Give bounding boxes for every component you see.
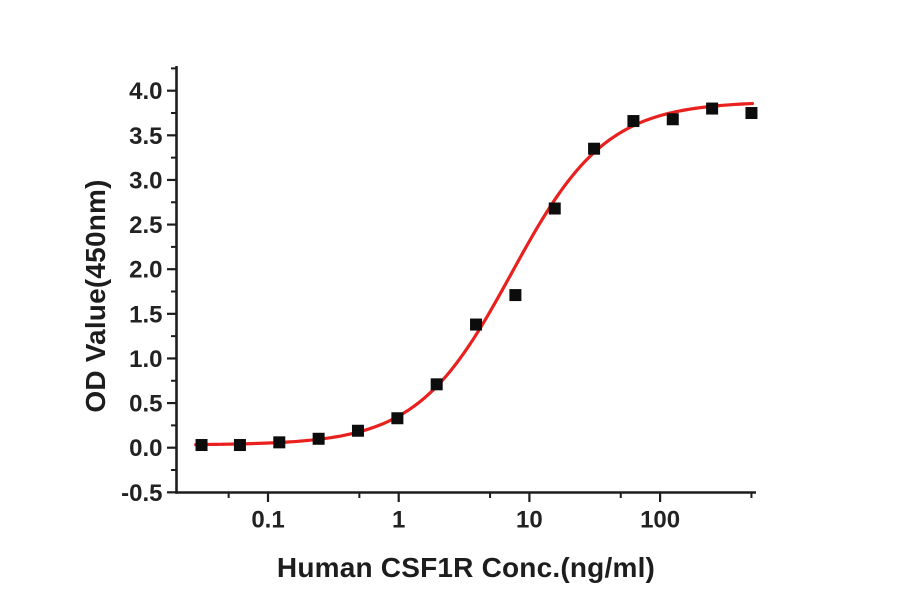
x-tick-label: 10 (516, 507, 543, 534)
y-tick-label: 3.0 (129, 167, 162, 194)
data-point-marker (745, 107, 758, 120)
x-tick-label: 1 (392, 507, 405, 534)
y-tick-label: 2.0 (129, 257, 162, 284)
data-point-marker (627, 115, 640, 128)
x-tick-label: 100 (640, 507, 680, 534)
y-tick-label: 1.0 (129, 346, 162, 373)
data-points-layer (195, 102, 758, 452)
y-tick-label: 3.5 (129, 123, 162, 150)
axes-layer (167, 66, 756, 502)
data-point-marker (233, 439, 246, 452)
x-tick-label: 0.1 (251, 507, 284, 534)
fit-curve (194, 101, 754, 447)
y-tick-label: 4.0 (129, 78, 162, 105)
y-tick-label: -0.5 (121, 480, 162, 507)
y-axis-title: OD Value(450nm) (80, 179, 111, 413)
data-point-marker (312, 432, 325, 445)
data-point-marker (666, 113, 679, 126)
y-tick-label: 1.5 (129, 301, 162, 328)
data-point-marker (430, 378, 443, 391)
tick-labels-layer: -0.5 0.0 0.5 1.0 1.5 2.0 2.5 3.0 3.5 4.0 0.1 1 10 100 (121, 78, 680, 533)
x-axis-title: Human CSF1R Conc.(ng/ml) (276, 552, 656, 583)
data-point-marker (391, 412, 404, 425)
data-point-marker (470, 318, 483, 331)
data-point-marker (351, 424, 364, 437)
data-point-marker (548, 202, 561, 215)
data-point-marker (273, 436, 286, 449)
data-point-marker (706, 102, 719, 115)
y-tick-label: 2.5 (129, 212, 162, 239)
data-point-marker (509, 289, 522, 302)
y-tick-label: 0.0 (129, 435, 162, 462)
data-point-marker (588, 142, 601, 155)
fit-curve-layer (194, 101, 754, 447)
y-tick-label: 0.5 (129, 391, 162, 418)
data-point-marker (195, 439, 208, 452)
